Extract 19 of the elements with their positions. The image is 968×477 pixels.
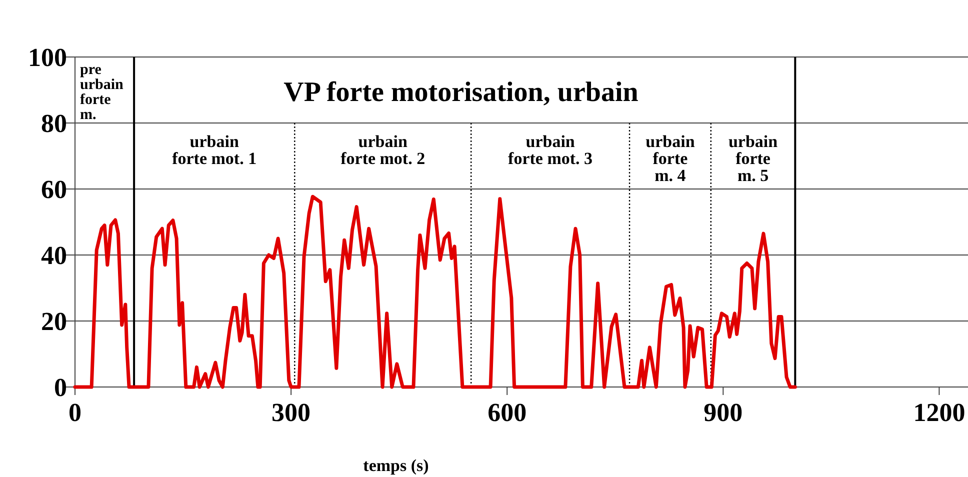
annotation: urbain forte mot. 2 [340, 132, 426, 168]
x-tick-label: 1200 [913, 398, 966, 427]
y-tick-label: 80 [41, 109, 67, 138]
y-tick-label: 100 [28, 43, 67, 72]
annotation: urbain forte mot. 3 [508, 132, 593, 168]
annotation: pre urbain forte m. [80, 62, 124, 123]
x-tick-label: 300 [272, 398, 311, 427]
y-tick-label: 60 [41, 175, 67, 204]
line-series [73, 194, 797, 389]
annotation: urbain forte m. 5 [728, 132, 778, 185]
annotation: urbain forte m. 4 [646, 132, 696, 185]
x-tick-label: 600 [488, 398, 527, 427]
text: VP forte motorisation, urbain [284, 77, 639, 108]
y-tick-label: 20 [41, 307, 67, 336]
annotation: urbain forte mot. 1 [172, 132, 257, 168]
y-tick-label: 0 [54, 373, 67, 402]
y-tick-label: 40 [41, 241, 67, 270]
x-axis-title: temps (s) [363, 456, 429, 475]
x-tick-label: 900 [704, 398, 743, 427]
